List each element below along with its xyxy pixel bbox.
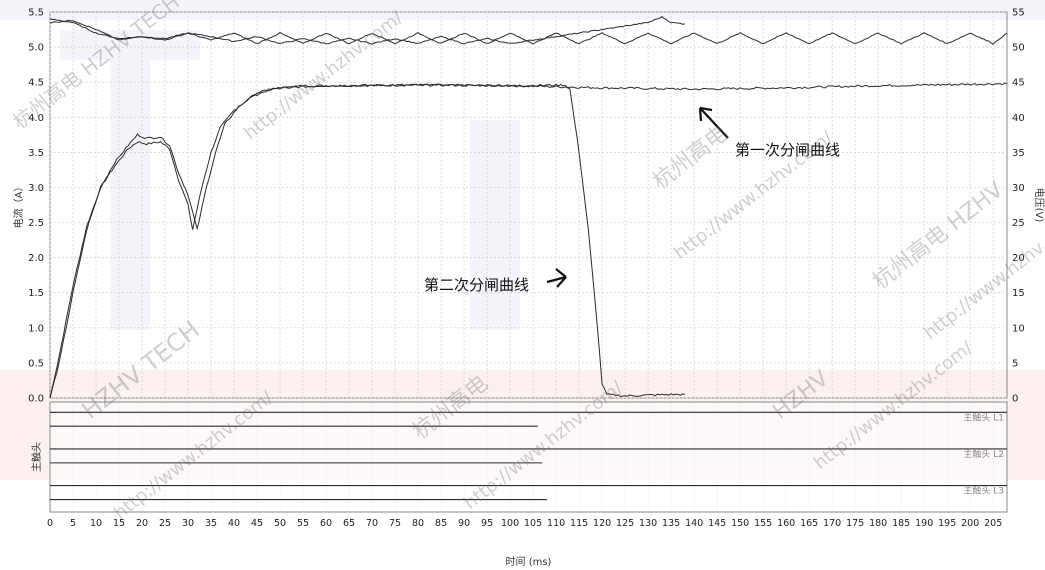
- y-right-tick-label: 5: [1012, 358, 1018, 369]
- series-line: [49, 82, 1008, 399]
- brand-letter-bar: [470, 120, 520, 330]
- x-tick-label: 70: [366, 518, 378, 529]
- x-tick-label: 25: [159, 518, 171, 529]
- x-tick-label: 0: [47, 518, 53, 529]
- annotation-arrow-icon: [546, 268, 567, 288]
- y-left-tick-label: 0.5: [28, 358, 44, 369]
- x-tick-label: 120: [593, 518, 611, 529]
- x-tick-label: 190: [915, 518, 933, 529]
- x-tick-label: 155: [754, 518, 772, 529]
- x-tick-label: 135: [662, 518, 680, 529]
- x-tick-label: 110: [547, 518, 565, 529]
- x-tick-label: 10: [90, 518, 102, 529]
- x-tick-label: 80: [412, 518, 424, 529]
- x-tick-label: 45: [251, 518, 263, 529]
- x-tick-label: 35: [205, 518, 217, 529]
- y-left-tick-label: 3.0: [28, 183, 44, 194]
- x-tick-label: 100: [501, 518, 519, 529]
- y-left-tick-label: 1.5: [28, 288, 44, 299]
- timing-row-label: 主触头 L3: [963, 485, 1004, 497]
- x-tick-label: 30: [182, 518, 194, 529]
- watermark-text: 杭州高电: [648, 121, 733, 195]
- x-tick-label: 205: [984, 518, 1002, 529]
- x-tick-label: 90: [458, 518, 470, 529]
- x-tick-label: 20: [136, 518, 148, 529]
- annotation-first-break: 第一次分闸曲线: [735, 141, 840, 159]
- brand-letter-t: [60, 30, 200, 330]
- y-left-tick-label: 5.0: [28, 43, 44, 54]
- x-tick-label: 125: [616, 518, 634, 529]
- y-left-tick-label: 2.0: [28, 253, 44, 264]
- annotation-arrow-icon: [698, 106, 729, 139]
- y-right-tick-label: 0: [1012, 394, 1018, 405]
- annotation-second-break: 第二次分闸曲线: [424, 276, 529, 294]
- brand-band-top: [0, 0, 1045, 20]
- x-tick-label: 115: [570, 518, 588, 529]
- y-right-tick-label: 20: [1012, 253, 1025, 264]
- x-tick-label: 65: [343, 518, 355, 529]
- y-right-tick-label: 25: [1012, 218, 1025, 229]
- y-left-tick-label: 4.0: [28, 113, 44, 124]
- y-left-tick-label: 4.5: [28, 78, 44, 89]
- x-tick-label: 185: [892, 518, 910, 529]
- x-tick-label: 85: [435, 518, 447, 529]
- x-tick-label: 175: [846, 518, 864, 529]
- x-tick-label: 140: [685, 518, 703, 529]
- x-tick-label: 50: [274, 518, 286, 529]
- x-tick-label: 170: [823, 518, 841, 529]
- y-right-tick-label: 10: [1012, 323, 1025, 334]
- series-line: [49, 19, 1008, 45]
- x-tick-label: 200: [961, 518, 979, 529]
- y-right-tick-label: 55: [1012, 8, 1025, 19]
- y-right-tick-label: 35: [1012, 148, 1025, 159]
- y-right-tick-label: 15: [1012, 288, 1025, 299]
- x-tick-label: 5: [70, 518, 76, 529]
- x-tick-label: 145: [708, 518, 726, 529]
- x-tick-label: 40: [228, 518, 240, 529]
- y-right-tick-label: 50: [1012, 43, 1025, 54]
- timing-panel: [49, 401, 1008, 513]
- timing-row-label: 主触头 L2: [963, 448, 1004, 460]
- x-tick-label: 160: [777, 518, 795, 529]
- watermark-text: http://www.hzhv.com/: [240, 7, 407, 144]
- y-left-axis-label: 电流（A）: [12, 182, 25, 229]
- x-tick-label: 15: [113, 518, 125, 529]
- y-right-tick-label: 45: [1012, 78, 1025, 89]
- timing-panel-title: 主触头: [30, 442, 43, 472]
- x-axis-label: 时间 (ms): [506, 555, 552, 568]
- y-right-tick-label: 40: [1012, 113, 1025, 124]
- x-tick-label: 105: [524, 518, 542, 529]
- x-tick-label: 150: [731, 518, 749, 529]
- y-left-tick-label: 3.5: [28, 148, 44, 159]
- y-left-tick-label: 1.0: [28, 323, 44, 334]
- x-tick-label: 55: [297, 518, 309, 529]
- x-tick-label: 95: [481, 518, 493, 529]
- timing-row-label: 主触头 L1: [963, 411, 1004, 423]
- x-tick-label: 130: [639, 518, 657, 529]
- x-tick-label: 165: [800, 518, 818, 529]
- series-line: [49, 15, 685, 45]
- y-right-axis-label: 电压(V): [1033, 188, 1045, 223]
- y-left-tick-label: 5.5: [28, 8, 44, 19]
- x-tick-label: 195: [938, 518, 956, 529]
- x-tick-label: 75: [389, 518, 401, 529]
- y-left-tick-label: 0.0: [28, 394, 44, 405]
- x-tick-label: 60: [320, 518, 332, 529]
- x-tick-label: 180: [869, 518, 887, 529]
- y-right-tick-label: 30: [1012, 183, 1025, 194]
- y-left-tick-label: 2.5: [28, 218, 44, 229]
- series-line: [49, 83, 686, 399]
